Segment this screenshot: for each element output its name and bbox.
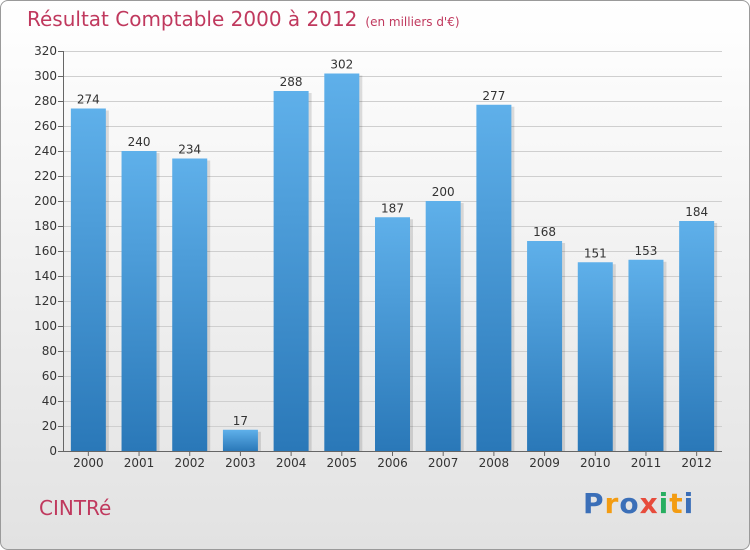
data-label-2002: 234 [178, 143, 201, 157]
logo-letter: r [604, 487, 620, 520]
data-label-2006: 187 [381, 201, 404, 215]
y-tick-label: 180 [34, 219, 57, 233]
y-tick-label: 20 [42, 419, 57, 433]
bar-2010 [577, 262, 613, 451]
data-label-2010: 151 [584, 246, 607, 260]
logo-letter: x [639, 487, 659, 520]
logo-letter: i [683, 487, 695, 520]
data-label-2005: 302 [330, 58, 353, 72]
chart-title-text: Résultat Comptable 2000 à 2012 [27, 7, 358, 31]
bar-2003 [222, 429, 258, 451]
town-name: CINTRé [39, 496, 112, 520]
axes [58, 51, 722, 456]
y-tick-label: 140 [34, 269, 57, 283]
y-tick-label: 60 [42, 369, 57, 383]
logo-letter: P [583, 487, 605, 520]
bar-2012 [679, 221, 715, 451]
x-tick-label: 2006 [377, 456, 408, 470]
data-label-2000: 274 [77, 93, 100, 107]
logo-letter: i [658, 487, 670, 520]
proxiti-logo[interactable]: Proxiti [583, 487, 694, 520]
x-tick-label: 2002 [174, 456, 205, 470]
bar-2008 [476, 104, 512, 451]
x-tick-label: 2001 [124, 456, 155, 470]
x-tick-label: 2008 [479, 456, 510, 470]
logo-letter: t [669, 487, 684, 520]
data-label-2011: 153 [635, 244, 658, 258]
data-label-2008: 277 [482, 89, 505, 103]
data-label-2003: 17 [233, 414, 248, 428]
bar-2007 [425, 201, 461, 451]
y-tick-label: 80 [42, 344, 57, 358]
y-tick-label: 40 [42, 394, 57, 408]
y-tick-label: 100 [34, 319, 57, 333]
x-tick-label: 2005 [327, 456, 358, 470]
bar-2000 [70, 108, 106, 451]
data-label-2009: 168 [533, 225, 556, 239]
bar-2005 [324, 73, 360, 451]
x-tick-label: 2012 [681, 456, 712, 470]
bar-2004 [273, 91, 309, 451]
y-tick-label: 260 [34, 119, 57, 133]
x-tick-label: 2007 [428, 456, 459, 470]
y-tick-label: 120 [34, 294, 57, 308]
data-label-2004: 288 [280, 75, 303, 89]
y-tick-label: 240 [34, 144, 57, 158]
data-label-2001: 240 [128, 135, 151, 149]
x-tick-label: 2004 [276, 456, 307, 470]
bar-2011 [628, 259, 664, 451]
y-tick-label: 160 [34, 244, 57, 258]
bar-2002 [172, 158, 208, 451]
y-tick-label: 220 [34, 169, 57, 183]
bar-2001 [121, 151, 157, 451]
y-tick-label: 0 [49, 444, 57, 458]
x-tick-label: 2003 [225, 456, 256, 470]
chart-title: Résultat Comptable 2000 à 2012 (en millie… [27, 7, 460, 31]
x-tick-label: 2009 [529, 456, 560, 470]
logo-letter: o [619, 487, 640, 520]
bar-2009 [527, 241, 563, 451]
y-tick-label: 300 [34, 69, 57, 83]
y-tick-label: 200 [34, 194, 57, 208]
x-tick-label: 2010 [580, 456, 611, 470]
y-tick-label: 280 [34, 94, 57, 108]
bar-2006 [375, 217, 410, 451]
x-tick-label: 2000 [73, 456, 104, 470]
y-tick-label: 320 [34, 44, 57, 58]
data-label-2012: 184 [685, 205, 708, 219]
data-label-2007: 200 [432, 185, 455, 199]
x-tick-label: 2011 [631, 456, 662, 470]
bars [70, 73, 718, 451]
labels: 0 20 40 60 80 100 120 140 160 180 200 220 240 260 280 3… [34, 44, 712, 470]
chart-unit-note: (en milliers d'€) [365, 15, 460, 29]
